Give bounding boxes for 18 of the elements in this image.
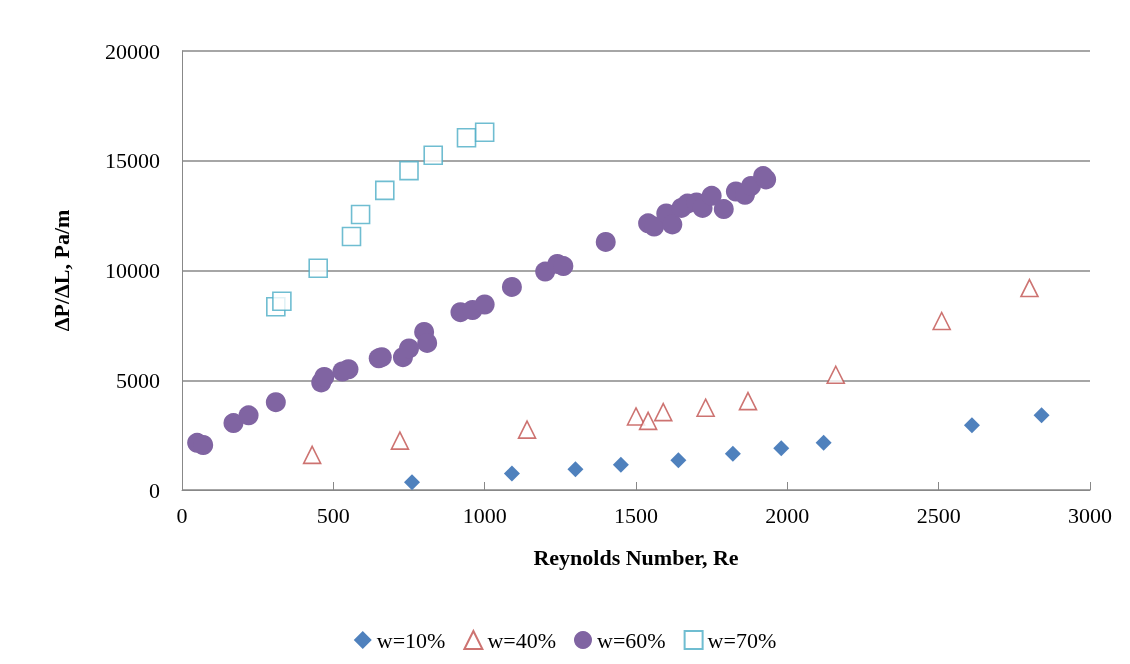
legend-label: w=60%	[597, 627, 666, 653]
y-tick-label: 15000	[105, 148, 160, 174]
legend-label: w=40%	[487, 627, 556, 653]
y-tick-label: 0	[149, 477, 160, 503]
y-tick-label: 10000	[105, 258, 160, 283]
y-tick-label: 20000	[105, 38, 160, 64]
x-tick-label: 2500	[916, 502, 961, 528]
x-tick-label: 500	[316, 502, 350, 528]
x-tick-label: 1000	[462, 502, 507, 528]
x-tick-label: 1500	[614, 502, 658, 528]
x-axis-title: Reynolds Number, Re	[533, 544, 739, 570]
x-tick-label: 0	[176, 502, 188, 528]
x-tick-label: 2000	[765, 502, 810, 528]
x-tick-label: 3000	[1068, 502, 1112, 528]
legend-label: w=70%	[707, 627, 777, 653]
y-tick-label: 5000	[116, 367, 160, 393]
legend-label: w=10%	[376, 627, 446, 653]
y-axis-title: ΔP/ΔL, Pa/m	[48, 209, 74, 332]
